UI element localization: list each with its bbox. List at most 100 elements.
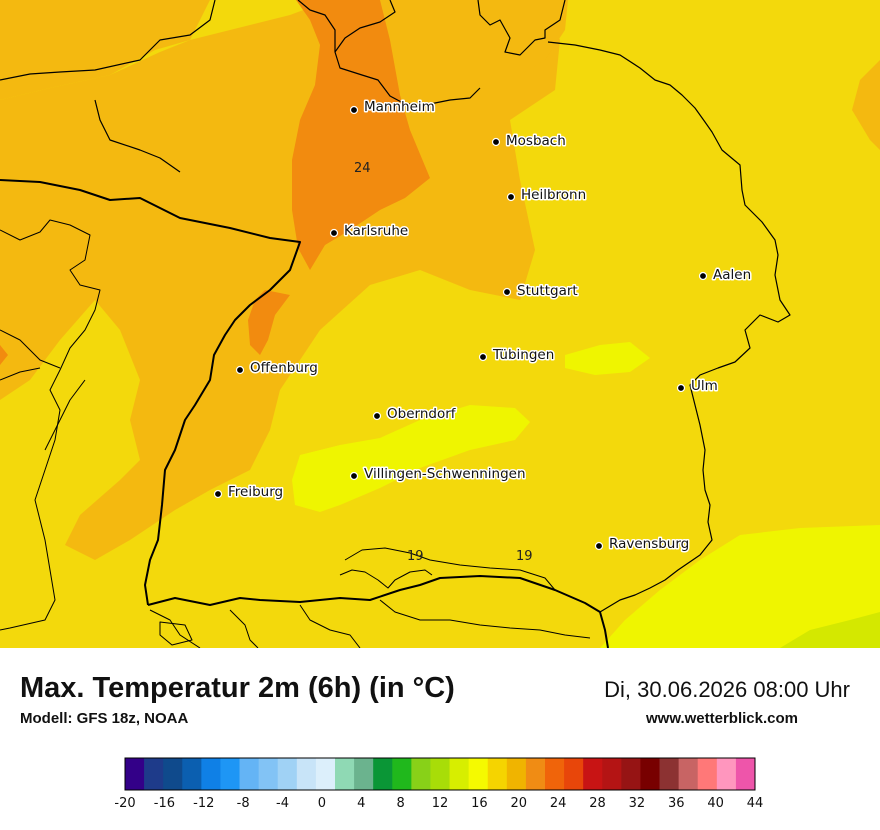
legend-swatch — [583, 758, 603, 790]
city-marker — [502, 287, 512, 297]
border-state-north-2 — [334, 0, 396, 53]
city-mosbach[interactable]: Mosbach — [491, 132, 567, 151]
legend-swatch — [392, 758, 412, 790]
city-label: Mannheim — [364, 99, 435, 115]
border-state-north — [297, 0, 481, 105]
legend-swatch — [621, 758, 641, 790]
city-marker — [349, 471, 359, 481]
forecast-datetime: Di, 30.06.2026 08:00 Uhr — [604, 677, 850, 702]
border-france-inner-1 — [0, 219, 101, 631]
legend-swatch — [487, 758, 508, 790]
legend-swatch — [735, 758, 756, 790]
legend-tick-label: 16 — [471, 796, 488, 811]
legend-tick-label: 4 — [357, 796, 365, 811]
legend-tick-label: 20 — [510, 796, 527, 811]
city-marker — [349, 105, 359, 115]
border-bavaria — [547, 41, 791, 613]
border-hesse — [0, 0, 216, 81]
city-villingen-schwenningen[interactable]: Villingen-Schwenningen — [349, 465, 527, 484]
legend-swatch — [201, 758, 221, 790]
contour-label-19-east: 19 — [516, 549, 533, 564]
legend-tick-label: 0 — [318, 796, 326, 811]
legend-border — [124, 757, 756, 791]
legend-swatch — [220, 758, 240, 790]
legend-swatch — [506, 758, 527, 790]
contour-label-19-west: 19 — [407, 549, 424, 564]
city-aalen[interactable]: Aalen — [698, 266, 753, 285]
border-switzerland-inner-3 — [299, 604, 361, 648]
legend-tick-label: -16 — [154, 796, 175, 811]
city-label: Stuttgart — [517, 283, 578, 299]
city-label: Aalen — [713, 267, 751, 283]
legend-tick-label: -8 — [237, 796, 250, 811]
border-germany-switzerland — [147, 575, 609, 648]
legend-swatch — [125, 758, 145, 790]
city-marker — [329, 228, 339, 238]
city-oberndorf[interactable]: Oberndorf — [372, 405, 458, 424]
city-ravensburg[interactable]: Ravensburg — [594, 535, 691, 554]
legend-tick-label: 44 — [747, 796, 764, 811]
legend-swatch — [697, 758, 718, 790]
temperature-zone-16-18-east — [565, 342, 650, 375]
city-marker — [478, 352, 488, 362]
temperature-zone-20-22 — [0, 0, 210, 100]
border-lake-constance — [344, 547, 556, 591]
temperature-zone-14-16-south-east — [780, 612, 880, 648]
map-title: Max. Temperatur 2m (6h) (in °C) — [20, 672, 455, 704]
legend-swatch — [258, 758, 279, 790]
legend-tick-label: -12 — [193, 796, 214, 811]
legend-swatch — [525, 758, 546, 790]
legend-swatch — [144, 758, 164, 790]
border-switzerland-inner-4 — [379, 599, 591, 639]
city-label: Mosbach — [506, 133, 566, 149]
website-link[interactable]: www.wetterblick.com — [646, 710, 798, 727]
temperature-zone-20-22-north-east — [500, 0, 568, 75]
temperature-map: 24 19 19 Mannheim Mosbach Heilbronn Karl… — [0, 0, 880, 648]
legend-tick-label: 12 — [432, 796, 449, 811]
city-tuebingen[interactable]: Tübingen — [478, 346, 556, 365]
city-label: Ulm — [691, 378, 718, 394]
city-label: Karlsruhe — [344, 223, 408, 239]
city-mannheim[interactable]: Mannheim — [349, 98, 436, 117]
city-marker — [506, 192, 516, 202]
legend-swatch — [545, 758, 565, 790]
legend-swatch — [354, 758, 374, 790]
borders — [0, 0, 791, 648]
city-marker — [491, 137, 501, 147]
legend-tick-label: 8 — [396, 796, 404, 811]
city-freiburg[interactable]: Freiburg — [213, 483, 285, 502]
legend-swatch — [315, 758, 336, 790]
city-karlsruhe[interactable]: Karlsruhe — [329, 222, 410, 241]
city-stuttgart[interactable]: Stuttgart — [502, 282, 579, 301]
legend-swatch — [335, 758, 355, 790]
legend-swatch — [564, 758, 584, 790]
city-offenburg[interactable]: Offenburg — [235, 359, 319, 378]
contour-label-24: 24 — [354, 161, 371, 176]
temperature-zone-16-18-south-east — [600, 525, 880, 648]
border-france-inner-2 — [0, 329, 61, 369]
city-label: Oberndorf — [387, 406, 457, 422]
footer: Max. Temperatur 2m (6h) (in °C) Modell: … — [0, 648, 880, 830]
city-label: Freiburg — [228, 484, 283, 500]
legend-swatch — [468, 758, 489, 790]
legend-swatch — [678, 758, 699, 790]
city-marker — [676, 383, 686, 393]
legend-tick-label: 40 — [707, 796, 724, 811]
border-france-germany — [0, 179, 301, 606]
city-marker — [372, 411, 382, 421]
legend-swatch — [296, 758, 317, 790]
city-ulm[interactable]: Ulm — [676, 377, 719, 396]
border-switzerland-inner-2 — [229, 609, 259, 648]
temperature-zone-22-24-edge — [0, 345, 8, 365]
city-marker — [213, 489, 223, 499]
city-label: Offenburg — [250, 360, 318, 376]
city-marker — [594, 541, 604, 551]
legend-swatch — [640, 758, 660, 790]
legend-swatch — [277, 758, 298, 790]
city-marker — [235, 365, 245, 375]
legend-swatch — [449, 758, 470, 790]
legend-swatch — [430, 758, 450, 790]
model-info: Modell: GFS 18z, NOAA — [20, 710, 189, 727]
city-heilbronn[interactable]: Heilbronn — [506, 186, 588, 205]
legend-swatch — [163, 758, 183, 790]
